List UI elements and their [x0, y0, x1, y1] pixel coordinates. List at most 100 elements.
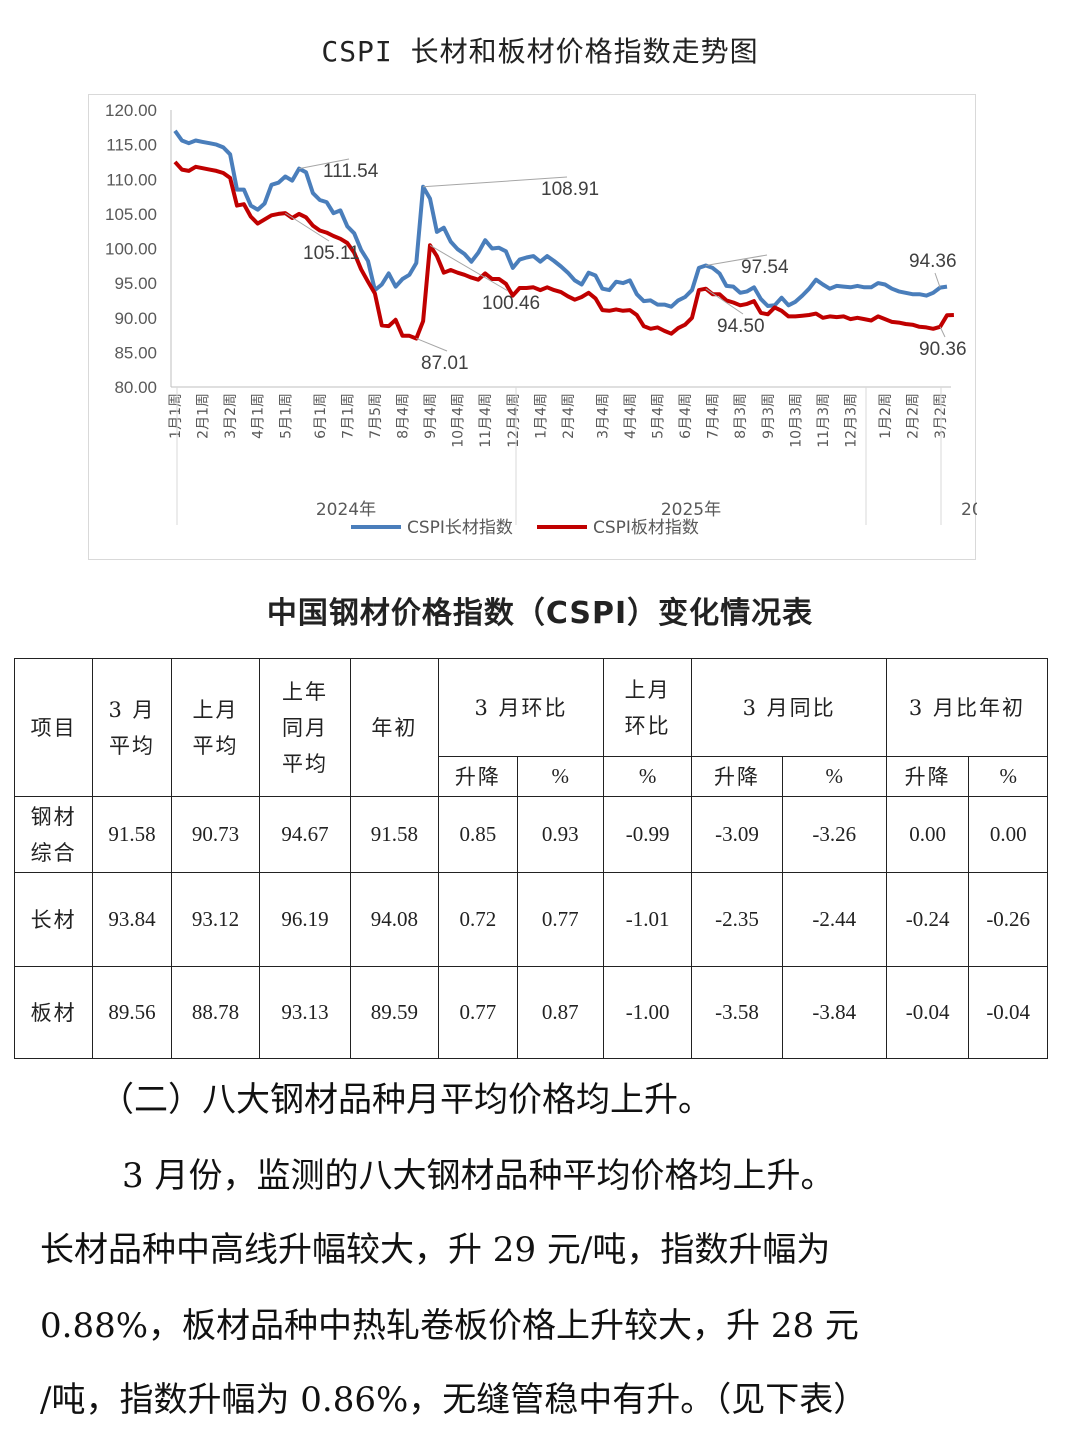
data-label-leader	[285, 212, 330, 242]
y-tick-label: 90.00	[114, 309, 157, 328]
x-tick-label: 12月4周	[506, 393, 522, 448]
y-tick-label: 105.00	[105, 205, 157, 224]
x-tick-label: 8月4周	[395, 393, 411, 439]
cell: 94.67	[259, 796, 351, 873]
cell: 0.00	[885, 796, 970, 873]
x-tick-label: 2月4周	[561, 393, 577, 439]
data-label-leader	[934, 272, 941, 288]
cell: -0.04	[885, 966, 970, 1059]
x-tick-label: 11月3周	[816, 393, 832, 448]
cell: -0.26	[968, 872, 1048, 967]
subheader-pct: %	[602, 756, 693, 797]
cell: -1.01	[602, 872, 693, 967]
subheader-change: 升降	[885, 756, 970, 797]
chart-title: CSPI 长材和板材价格指数走势图	[321, 35, 759, 68]
subheader-pct: %	[781, 756, 887, 797]
x-tick-label: 10月3周	[788, 393, 804, 448]
subheader-pct: %	[968, 756, 1048, 797]
header-march-avg: 3 月平均	[92, 658, 172, 797]
data-label: 87.01	[421, 353, 469, 374]
header-item: 项目	[13, 658, 94, 797]
subheader-change: 升降	[438, 756, 518, 797]
header-march-mom: 3 月环比	[438, 658, 604, 757]
x-tick-label: 8月3周	[733, 393, 749, 439]
row-label: 板材	[13, 966, 94, 1059]
data-label: 94.36	[909, 251, 957, 272]
data-label: 111.54	[323, 161, 379, 182]
header-last-month-mom: 上月 环比	[602, 658, 693, 757]
cell: 0.93	[516, 796, 604, 873]
x-tick-label: 10月4周	[451, 393, 467, 448]
x-tick-label: 12月3周	[844, 393, 860, 448]
cell: 0.77	[438, 966, 518, 1059]
x-tick-label: 1月1周	[168, 393, 184, 439]
series-line-flat-products	[173, 160, 954, 341]
cell: 96.19	[259, 872, 351, 967]
cell: 89.56	[92, 966, 172, 1059]
cell: 93.13	[259, 966, 351, 1059]
x-tick-label: 6月4周	[678, 393, 694, 439]
x-tick-label: 5月4周	[651, 393, 667, 439]
cell: -2.44	[781, 872, 887, 967]
cell: 0.87	[516, 966, 604, 1059]
data-label: 108.91	[541, 179, 599, 200]
data-label-leader	[429, 244, 509, 292]
legend-label: CSPI长材指数	[407, 518, 513, 538]
data-label-leader	[939, 326, 946, 338]
cell: -0.99	[602, 796, 693, 873]
section-heading: （二）八大钢材品种月平均价格均上升。	[100, 1080, 712, 1120]
data-label-leader	[416, 337, 448, 352]
cell: 88.78	[170, 966, 261, 1059]
table-row: 板材 89.56 88.78 93.13 89.59 0.77 0.87 -1.…	[13, 966, 1048, 1059]
header-march-vs-year-start: 3 月比年初	[885, 658, 1049, 757]
series-line-long-products	[173, 129, 948, 309]
cell: 93.12	[170, 872, 261, 967]
table-title: 中国钢材价格指数（CSPI）变化情况表	[266, 596, 814, 631]
header-last-year-avg: 上年 同月 平均	[259, 658, 351, 797]
year-label: 2025年	[661, 500, 721, 520]
cell: 0.77	[516, 872, 604, 967]
data-label-leader	[705, 288, 744, 315]
x-tick-label: 5月1周	[278, 393, 294, 439]
cell: 0.85	[438, 796, 518, 873]
x-tick-label: 4月1周	[251, 393, 267, 439]
data-label: 94.50	[717, 316, 765, 337]
legend-label: CSPI板材指数	[593, 518, 699, 538]
cell: -1.00	[602, 966, 693, 1059]
cell: 0.72	[438, 872, 518, 967]
header-year-start: 年初	[349, 658, 440, 797]
x-tick-label: 7月5周	[368, 393, 384, 439]
x-tick-label: 4月4周	[623, 393, 639, 439]
data-label-leader	[298, 158, 350, 170]
paragraph-line: 0.88%，板材品种中热轧卷板价格上升较大，升 28 元	[40, 1306, 859, 1346]
x-tick-label: 3月4周	[595, 393, 611, 439]
y-tick-label: 120.00	[105, 101, 157, 120]
x-tick-label: 2月1周	[196, 393, 212, 439]
cell: 91.58	[349, 796, 440, 873]
cell: 93.84	[92, 872, 172, 967]
row-label: 钢材 综合	[13, 796, 94, 873]
paragraph-line: /吨，指数升幅为 0.86%，无缝管稳中有升。（见下表）	[40, 1380, 868, 1420]
data-label-leader	[705, 254, 768, 267]
header-last-month-avg: 上月 平均	[170, 658, 261, 797]
y-tick-label: 80.00	[114, 378, 157, 397]
cell: -2.35	[691, 872, 783, 967]
cell: -3.58	[691, 966, 783, 1059]
header-march-yoy: 3 月同比	[691, 658, 887, 757]
y-tick-label: 100.00	[105, 240, 157, 259]
data-label: 105.11	[303, 243, 360, 264]
cell: -3.84	[781, 966, 887, 1059]
year-label: 2024年	[316, 500, 376, 520]
row-label: 长材	[13, 872, 94, 967]
paragraph-line: 长材品种中高线升幅较大，升 29 元/吨，指数升幅为	[40, 1230, 831, 1270]
table-row: 长材 93.84 93.12 96.19 94.08 0.72 0.77 -1.…	[13, 872, 1048, 967]
x-tick-label: 7月4周	[706, 393, 722, 439]
y-tick-label: 95.00	[114, 274, 157, 293]
cell: 89.59	[349, 966, 440, 1059]
cell: -3.09	[691, 796, 783, 873]
cell: 94.08	[349, 872, 440, 967]
cell: -0.04	[968, 966, 1048, 1059]
y-tick-label: 85.00	[114, 343, 157, 362]
cell: 90.73	[170, 796, 261, 873]
data-label: 97.54	[741, 257, 789, 278]
